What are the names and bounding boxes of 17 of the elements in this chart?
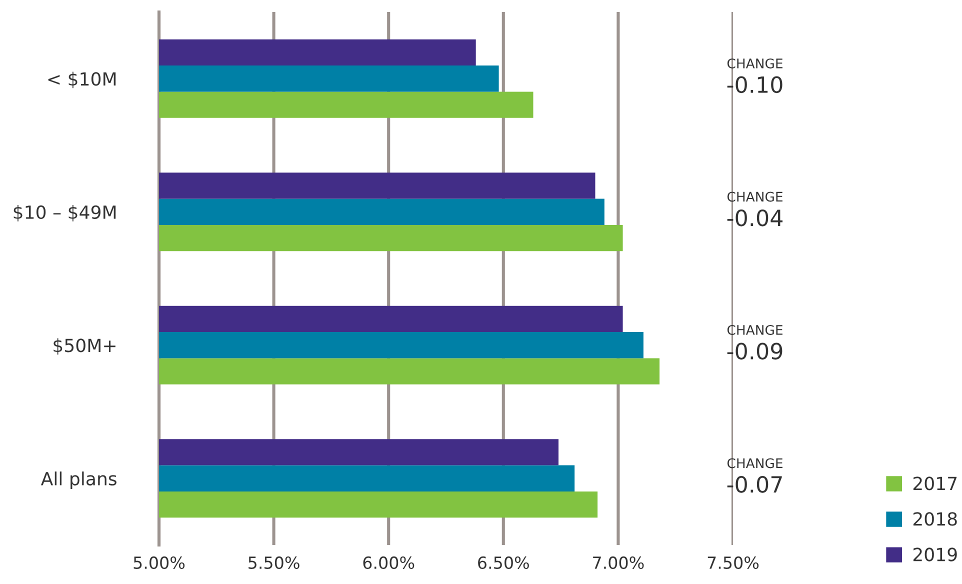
x-tick-label: 5.00%: [134, 556, 185, 570]
annotation: CHANGE -0.04: [727, 192, 783, 226]
y-tick-label: All plans: [40, 472, 116, 489]
x-tick-label: 6.50%: [478, 556, 529, 570]
x-tick-label: 7.00%: [593, 556, 644, 570]
annotation: CHANGE -0.10: [727, 58, 782, 94]
x-tick-label: 5.50%: [248, 556, 300, 570]
annotation: CHANGE -0.07: [727, 458, 782, 493]
x-tick-label: 7.50%: [708, 556, 759, 570]
annotation: CHANGE -0.09: [727, 324, 782, 360]
legend-label: 2017: [913, 476, 957, 490]
y-tick-label: < $10M: [48, 72, 116, 88]
legend-label: 2018: [913, 512, 957, 526]
legend-label: 2019: [913, 548, 957, 562]
y-tick-label: $10 – $49M: [14, 205, 116, 222]
y-tick-label: $50M+: [54, 338, 116, 355]
x-tick-label: 6.00%: [363, 556, 414, 570]
